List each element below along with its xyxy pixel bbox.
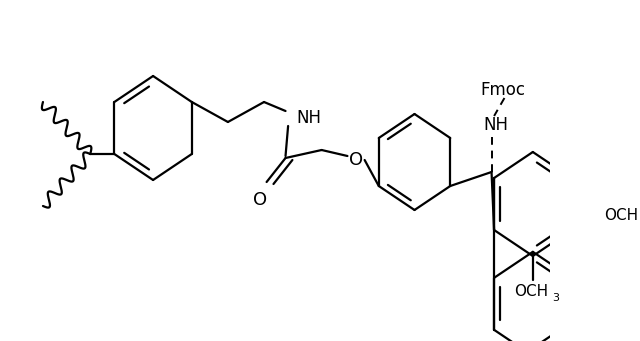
Text: OCH: OCH bbox=[514, 284, 548, 299]
Text: NH: NH bbox=[483, 116, 508, 134]
Text: 3: 3 bbox=[552, 293, 559, 303]
Text: Fmoc: Fmoc bbox=[481, 81, 525, 99]
Text: O: O bbox=[253, 191, 267, 209]
Text: NH: NH bbox=[297, 109, 322, 127]
Text: O: O bbox=[349, 151, 363, 169]
Text: OCH: OCH bbox=[604, 208, 638, 223]
